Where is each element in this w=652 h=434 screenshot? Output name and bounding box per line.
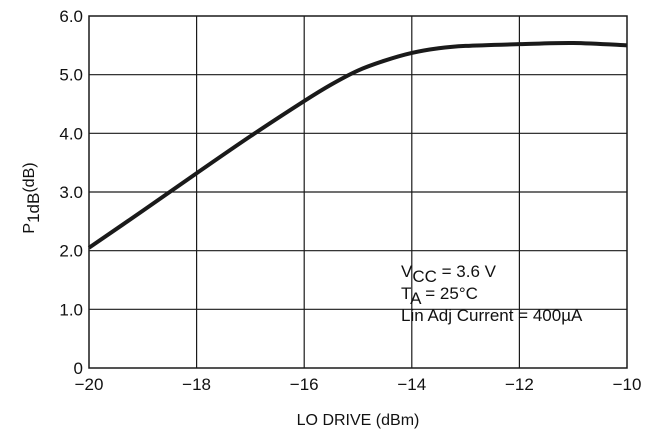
annotation-line: TA = 25°C	[401, 284, 478, 308]
x-tick-label: −10	[613, 375, 642, 394]
x-tick-label: −20	[75, 375, 104, 394]
y-tick-label: 3.0	[59, 183, 83, 202]
y-tick-label: 0	[74, 359, 83, 378]
x-axis-title: LO DRIVE (dBm)	[297, 412, 420, 429]
x-tick-labels: −20 −18 −16 −14 −12 −10	[75, 375, 642, 394]
y-tick-label: 6.0	[59, 7, 83, 26]
y-tick-label: 2.0	[59, 242, 83, 261]
grid	[89, 16, 627, 368]
y-tick-label: 1.0	[59, 300, 83, 319]
y-axis-title-unit: (dB)	[21, 162, 38, 192]
y-tick-label: 5.0	[59, 66, 83, 85]
annotation-line: VCC = 3.6 V	[401, 262, 497, 286]
x-tick-label: −18	[182, 375, 211, 394]
plot-area	[88, 15, 628, 369]
series-layer	[87, 40, 628, 250]
series-line	[87, 40, 628, 250]
y-tick-labels: 0 1.0 2.0 3.0 4.0 5.0 6.0	[59, 7, 83, 378]
x-tick-label: −14	[397, 375, 426, 394]
plot-border	[88, 15, 628, 369]
annotation-line: Lin Adj Current = 400µA	[401, 306, 583, 325]
y-axis-title-main: P	[21, 223, 38, 234]
y-axis-title: P1dB(dB)	[21, 162, 43, 233]
y-axis-title-sub: 1dB	[24, 193, 43, 223]
x-tick-label: −16	[290, 375, 319, 394]
svg-text:P1dB(dB): P1dB(dB)	[21, 162, 43, 233]
x-tick-label: −12	[505, 375, 534, 394]
y-tick-label: 4.0	[59, 124, 83, 143]
